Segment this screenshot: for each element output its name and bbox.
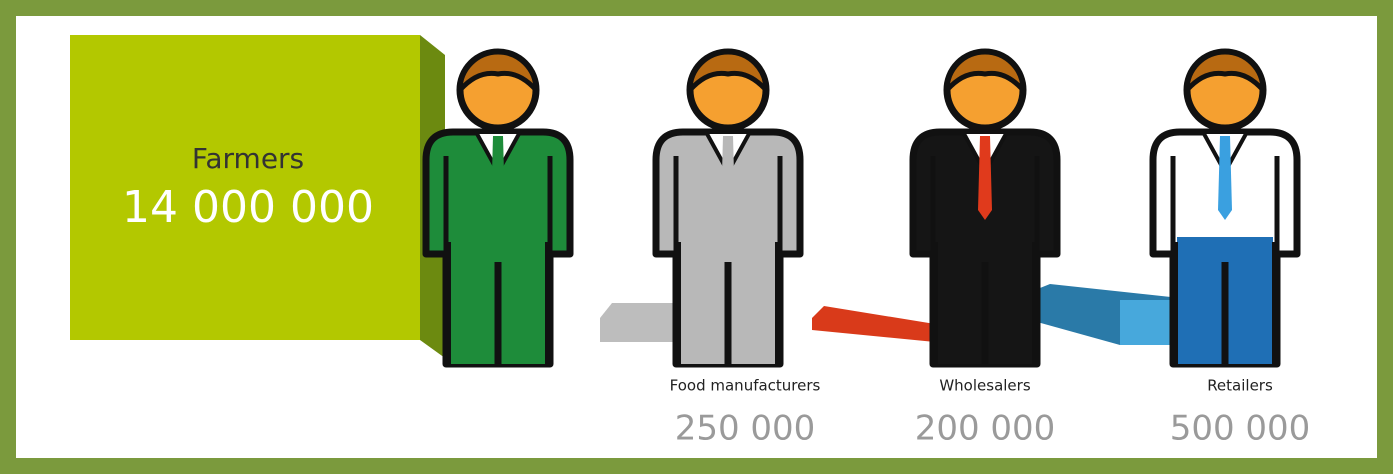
group-label: Retailers: [1207, 377, 1273, 395]
group-label: Wholesalers: [939, 377, 1030, 395]
food-block: [600, 303, 688, 342]
farmers-value: 14 000 000: [122, 182, 374, 233]
group-value: 200 000: [915, 409, 1056, 449]
group-value: 500 000: [1170, 409, 1311, 449]
farmers-block: [70, 35, 420, 340]
group-label: Food manufacturers: [670, 377, 821, 395]
wholesale-block: [812, 306, 935, 342]
group-value: 250 000: [675, 409, 816, 449]
farmers-label: Farmers: [192, 142, 304, 175]
